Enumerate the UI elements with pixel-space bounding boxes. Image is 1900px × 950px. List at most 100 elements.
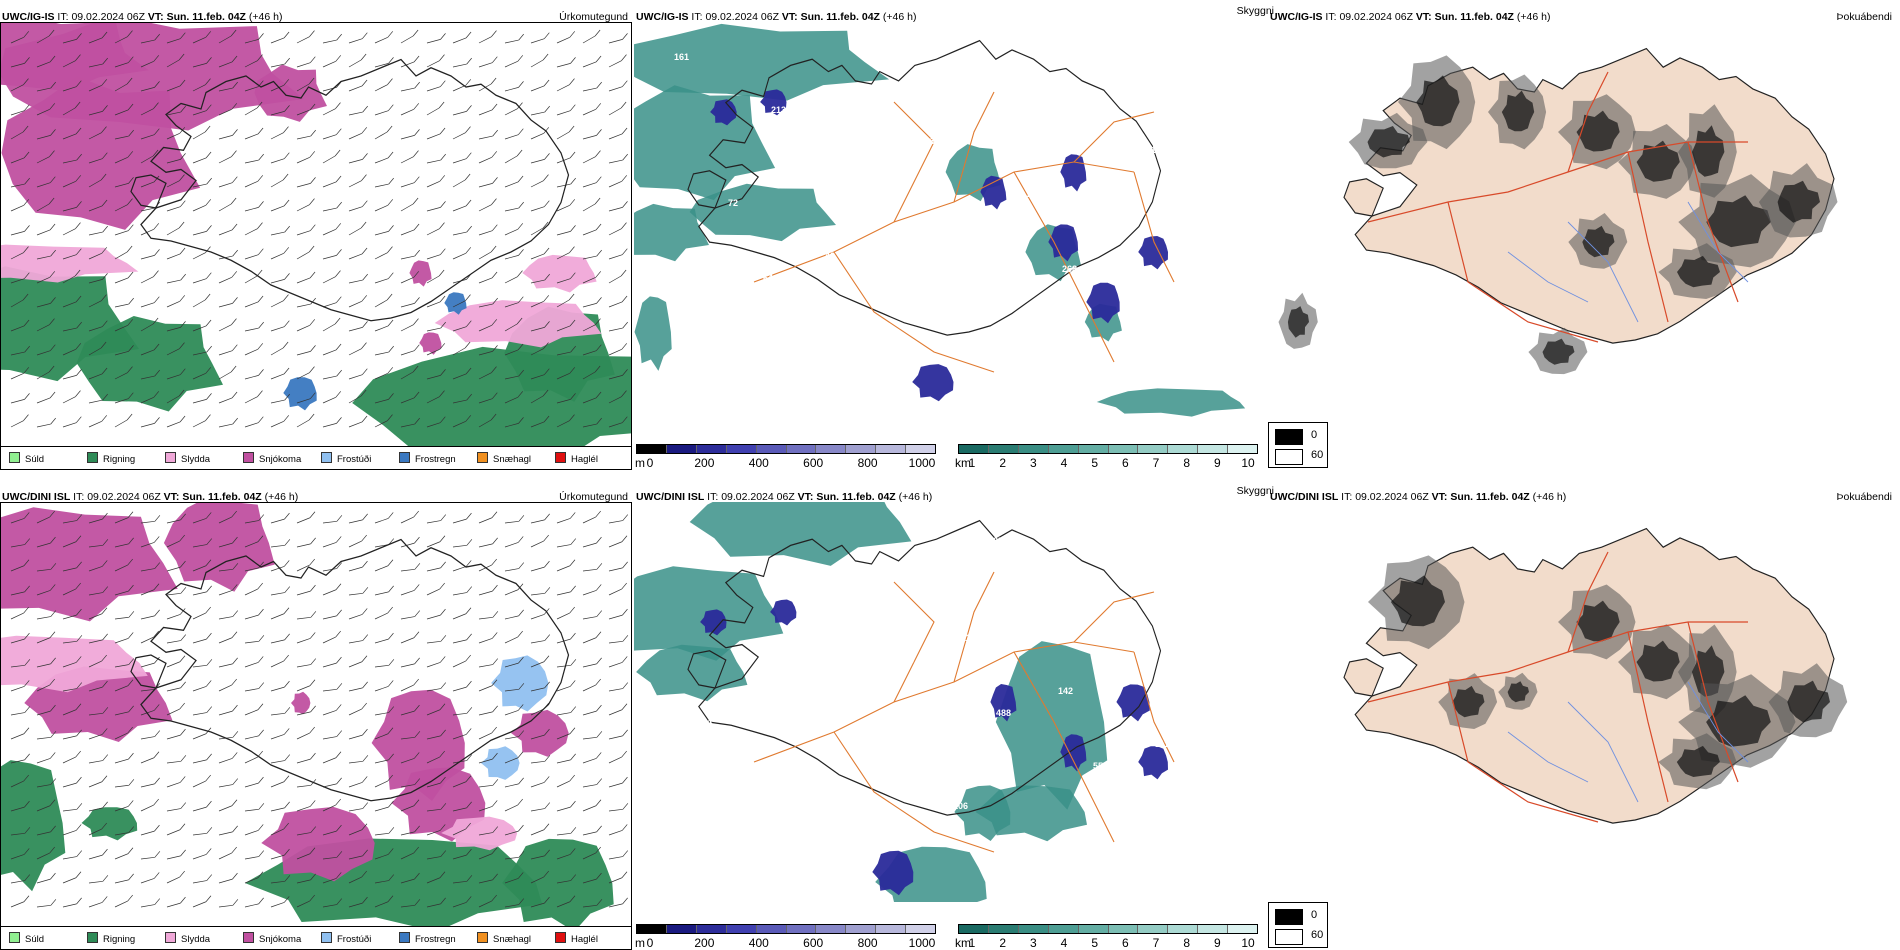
wind-barb (556, 63, 571, 68)
wind-barb (296, 900, 310, 908)
wind-barb (296, 36, 310, 44)
wind-barb-flag (491, 103, 498, 111)
colorbar-tick: 6 (1121, 456, 1129, 470)
wind-barb (348, 395, 362, 404)
wind-barb-flag (23, 319, 30, 327)
wind-barb (192, 278, 207, 284)
wind-barb-flag (518, 201, 524, 209)
wind-barb (36, 736, 51, 740)
wind-barb (556, 278, 571, 284)
wind-barb (88, 111, 103, 116)
colorbar-segment (846, 925, 877, 933)
wind-barb (62, 735, 77, 740)
wind-barb-flag (414, 344, 420, 351)
wind-barb-flag (544, 849, 550, 857)
wind-barb (582, 736, 597, 740)
visibility-colorbar (958, 924, 1258, 934)
wind-barb (452, 231, 467, 236)
wind-barb-flag (465, 126, 471, 133)
wind-barb-flag (543, 295, 550, 302)
wind-barb-flag (102, 512, 108, 520)
wind-barb (88, 326, 103, 332)
wind-barb-flag (128, 56, 134, 63)
wind-barb-flag (388, 272, 394, 279)
wind-barb-flag (386, 293, 393, 301)
wind-barb (192, 544, 207, 548)
wind-barb (374, 686, 389, 692)
wind-barb (478, 204, 492, 212)
wind-barb (192, 183, 207, 188)
wind-barb-flag (283, 607, 290, 614)
wind-barb-flag (282, 341, 289, 349)
wind-barb-flag (414, 778, 421, 785)
wind-barb (400, 182, 415, 188)
wind-barb-flag (414, 899, 421, 906)
wind-barb (608, 159, 623, 164)
colorbar-tick: 7 (1152, 456, 1160, 470)
wind-barb (348, 348, 362, 356)
wind-barb (218, 637, 233, 644)
wind-barb-flag (75, 656, 82, 663)
wind-barb-flag (127, 632, 134, 639)
wind-barb (348, 38, 363, 44)
wind-barb (348, 902, 363, 908)
wind-barb (530, 132, 544, 140)
wind-barb (374, 131, 388, 140)
wind-barb (270, 300, 284, 308)
wind-barb (244, 856, 259, 860)
wind-barb-flag (50, 825, 56, 833)
wind-barb (62, 396, 76, 404)
wind-barb-flag (362, 560, 368, 568)
wind-barb-flag (544, 587, 551, 594)
wind-barb (374, 399, 389, 404)
wind-barb-flag (48, 365, 55, 373)
wind-barb-flag (413, 799, 420, 806)
header-vt-value: Sun. 11.feb. 04Z (1434, 11, 1514, 23)
wind-barb-flag (50, 899, 57, 906)
wind-barb-flag (414, 657, 420, 665)
wind-barb-flag (102, 152, 108, 159)
legend-label: Frostúði (337, 454, 372, 465)
wind-barb-flag (412, 29, 419, 37)
wind-barb-flag (413, 678, 419, 686)
colorbar-segment (876, 925, 907, 933)
wind-barb (114, 324, 128, 332)
colorbar-tick: 0 (646, 936, 654, 950)
precip-title: Úrkomutegund (559, 11, 628, 23)
wind-barb-flag (284, 57, 290, 65)
wind-barb (244, 520, 259, 524)
precip-title: Úrkomutegund (559, 491, 628, 503)
wind-barb (166, 519, 181, 524)
wind-barb-flag (179, 608, 186, 615)
wind-barb-flag (569, 414, 575, 421)
wind-barb-flag (570, 57, 576, 64)
wind-barb-flag (492, 873, 498, 881)
wind-barb (504, 688, 519, 692)
low-ceiling-area (760, 89, 787, 116)
wind-barb (244, 86, 259, 92)
wind-barb-flag (284, 680, 290, 688)
wind-barb-flag (490, 77, 497, 85)
wind-barb-flag (388, 57, 394, 64)
wind-barb (140, 255, 155, 260)
wind-barb-flag (362, 634, 369, 641)
wind-barb (62, 808, 77, 812)
wind-barb (374, 854, 389, 860)
wind-barb (374, 278, 389, 284)
wind-barb-flag (466, 848, 472, 856)
wind-barb (140, 228, 154, 236)
wind-barb-flag (230, 197, 237, 205)
wind-barb (296, 564, 310, 572)
wind-barb-flag (283, 896, 290, 903)
wind-barb (296, 590, 311, 596)
legend-swatch (477, 452, 488, 463)
wind-barb-flag (388, 177, 394, 185)
wind-barb (452, 660, 466, 668)
colorbar-tick: 10 (1241, 936, 1255, 950)
colorbar-tick: 4 (1060, 936, 1068, 950)
header-vt-label: VT: (797, 491, 814, 503)
wind-barb (114, 135, 129, 140)
road-line (1073, 111, 1155, 163)
wind-barb (426, 348, 440, 356)
wind-barb-flag (180, 849, 186, 857)
